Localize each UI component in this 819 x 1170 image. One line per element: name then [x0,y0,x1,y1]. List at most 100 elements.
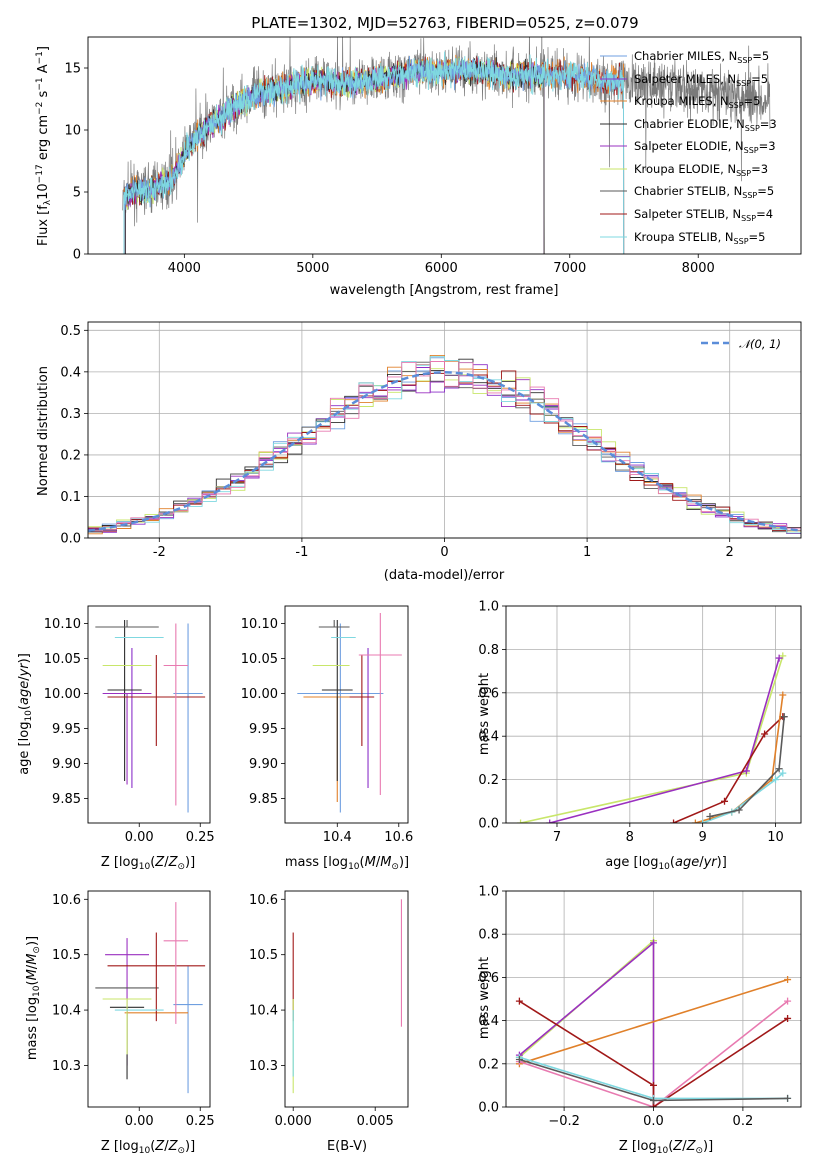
weight-marker [699,819,707,823]
svg-text:Salpeter ELODIE, NSSP=3: Salpeter ELODIE, NSSP=3 [634,139,776,155]
y-tick-label: 0.8 [478,643,499,658]
weight-marker [775,765,783,773]
spectrum-legend: Chabrier MILES, NSSP=5 Salpeter MILES, N… [600,49,777,246]
svg-text:Salpeter MILES, NSSP=5: Salpeter MILES, NSSP=5 [634,72,768,88]
y-tick-label: 0.5 [60,324,81,339]
weight-vs-metallicity-ylabel: mass weight [477,957,492,1039]
svg-text:Chabrier ELODIE, NSSP=3: Chabrier ELODIE, NSSP=3 [634,117,777,133]
x-tick-label: 0 [440,545,448,560]
age-vs-metallicity-xlabel: Z [log10(Z/Z⊙)] [101,855,195,872]
weight-marker [515,1055,523,1063]
y-tick-label: 5 [73,186,81,201]
y-tick-label: 10.05 [44,652,81,667]
y-tick-label: 9.85 [249,792,278,807]
y-tick-label: 0.4 [478,1014,499,1029]
weight-marker [775,654,783,662]
weight-marker [772,776,780,784]
y-tick-label: 10.3 [52,1059,81,1074]
normal-distribution-curve [88,371,801,532]
y-tick-label: 0.0 [478,817,499,832]
y-tick-label: 10.5 [249,948,278,963]
y-tick-label: 10.5 [52,948,81,963]
y-tick-label: 0.0 [60,532,81,547]
weight-marker [742,767,750,775]
data-layer [292,899,402,1094]
age-vs-mass-plot-area: 10.4 10.6 9.85 9.90 9.95 10.00 10.05 10.10 [241,605,413,845]
legend-entry-chabrier-stelib: Chabrier STELIB, NSSP=5 [600,184,774,200]
weight-vs-age-xlabel: age [log10(age/yr)] [605,855,727,872]
axes-frame [87,36,802,255]
model-spectrum-kroupa-stelib [123,51,625,254]
y-tick-label: 10 [64,124,81,139]
histogram-ylabel: Normed distribution [36,366,51,496]
y-tick-label: 0.2 [478,773,499,788]
y-tick-label: 0.6 [478,971,499,986]
weight-marker [515,997,523,1005]
x-tick-label: 8 [626,830,634,845]
x-tick-label: 0.000 [275,1114,312,1129]
weight-marker [779,691,787,699]
y-tick-label: 10.10 [44,617,81,632]
weight-marker [784,976,792,984]
age-ylabel: age [log10(age/yr)] [17,653,34,775]
weight-vs-metallicity-panel: −0.2 0.0 0.2 0.0 0.2 0.4 0.6 0.8 1.0 Z [log10(Z/… [477,885,802,1156]
axes-frame [505,605,802,824]
y-tick-label: 10.10 [241,617,278,632]
data-layer [95,620,206,813]
y-tick-label: 0.8 [478,928,499,943]
y-tick-label: 0.2 [60,448,81,463]
x-tick-label: 1 [583,545,591,560]
age-vs-metallicity-panel: 0.00 0.25 9.85 9.90 9.95 10.00 10.05 10.10 Z [l… [17,605,215,872]
x-tick-label: 9 [699,830,707,845]
axes-frame [87,605,211,824]
legend-entry-kroupa-elodie: Kroupa ELODIE, NSSP=3 [600,162,768,178]
x-tick-label: 0.00 [125,830,154,845]
axes-frame [87,890,211,1108]
y-tick-label: 0.4 [60,365,81,380]
y-tick-label: 0.2 [478,1057,499,1072]
y-tick-label: 10.3 [249,1059,278,1074]
x-tick-label: 0.005 [357,1114,394,1129]
legend-entry-chabrier-elodie: Chabrier ELODIE, NSSP=3 [600,117,777,133]
weight-marker [546,819,554,823]
x-tick-label: -1 [295,545,308,560]
x-tick-label: 10.4 [323,830,352,845]
x-tick-label: 2 [726,545,734,560]
x-tick-label: 6000 [425,261,458,276]
y-tick-label: 10.4 [249,1004,278,1019]
spectrum-ylabel: Flux [fλ10−17 erg cm−2 s−1 A−1] [35,46,53,246]
age-vs-mass-xlabel: mass [log10(M/M⊙)] [285,855,409,872]
weight-marker [784,997,792,1005]
y-tick-label: 0.3 [60,407,81,422]
weight-marker [691,819,699,823]
data-layer [515,937,792,1107]
data-layer [297,613,402,813]
x-tick-label: 0.00 [125,1114,154,1129]
y-tick-label: 0.1 [60,490,81,505]
y-tick-label: 9.85 [52,792,81,807]
weight-marker [517,819,525,823]
figure-title: PLATE=1302, MJD=52763, FIBERID=0525, z=0… [251,14,638,32]
histogram-legend: 𝒩(0, 1) [701,337,781,351]
y-tick-label: 15 [64,62,81,77]
axes-frame [284,605,409,824]
mass-ylabel: mass [log10(M/M⊙)] [25,936,42,1060]
svg-text:Kroupa ELODIE, NSSP=3: Kroupa ELODIE, NSSP=3 [634,162,768,178]
y-tick-label: 1.0 [478,600,499,615]
weight-marker [650,1103,657,1107]
weight-marker [779,769,787,777]
residual-histogram-panel: -2 -1 0 1 2 0.0 0.1 0.2 0.3 0.4 0.5 (data-model)/e… [36,321,802,583]
legend-entry-salpeter-elodie: Salpeter ELODIE, NSSP=3 [600,139,776,155]
data-layer [88,354,801,535]
weight-marker [670,819,678,823]
x-tick-label: 0.2 [733,1114,754,1129]
y-tick-label: 9.95 [249,722,278,737]
svg-text:Chabrier STELIB, NSSP=5: Chabrier STELIB, NSSP=5 [634,184,774,200]
axes-frame [87,321,802,539]
x-tick-label: 10.6 [384,830,413,845]
y-tick-label: 0.0 [478,1101,499,1116]
weight-line-kroupa-miles [519,978,788,1065]
legend-entry-kroupa-stelib: Kroupa STELIB, NSSP=5 [600,230,765,246]
age-vs-metallicity-plot-area: 0.00 0.25 9.85 9.90 9.95 10.00 10.05 10.10 [44,605,215,845]
